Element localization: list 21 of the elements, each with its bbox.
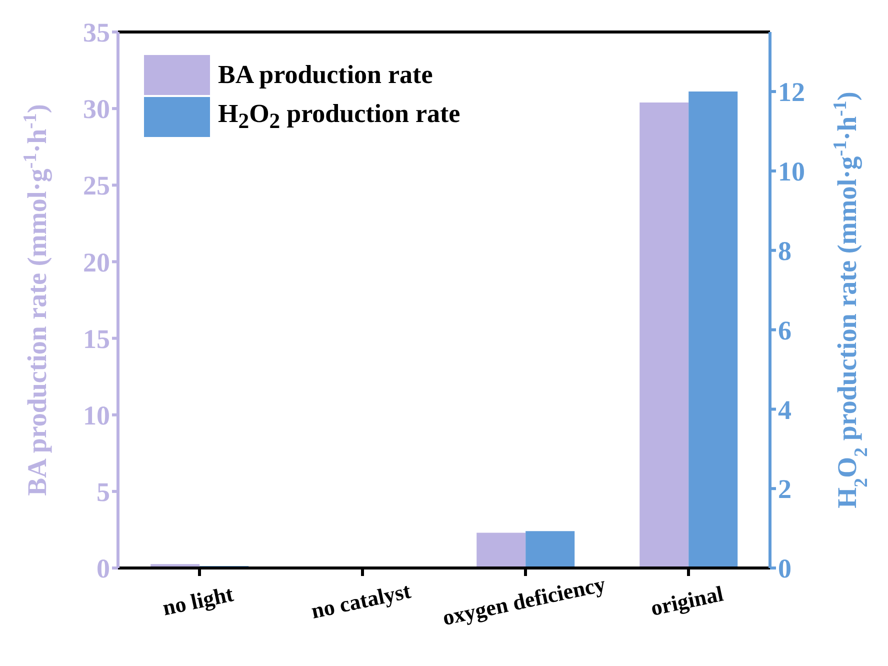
y2-tick-label: 4	[778, 394, 792, 425]
y-tick-label: 35	[83, 18, 110, 48]
y-tick-label: 20	[83, 247, 110, 278]
y2-tick-label: 12	[778, 77, 805, 108]
y-tick-label: 30	[83, 94, 110, 124]
y-tick-label: 5	[96, 477, 110, 508]
x-tick-label: no light	[160, 580, 236, 620]
x-tick-label: oxygen deficiency	[440, 571, 608, 630]
y2-tick-label: 10	[778, 156, 805, 187]
y-tick-label: 10	[83, 400, 110, 430]
y2-tick-label: 0	[778, 554, 792, 584]
x-tick-label: original	[648, 580, 726, 621]
legend-label: H$_{2}$O$_{2}$ production rate	[218, 99, 460, 135]
y2-tick-label: 8	[778, 236, 792, 266]
y-tick-label: 25	[83, 170, 110, 201]
y2-tick-label: 6	[778, 315, 792, 346]
x-tick-label: no catalyst	[309, 578, 414, 624]
y2-tick-label: 2	[778, 474, 792, 504]
y-tick-label: 15	[83, 324, 110, 354]
legend-label: BA production rate	[218, 60, 433, 90]
y-tick-label: 0	[96, 554, 110, 584]
